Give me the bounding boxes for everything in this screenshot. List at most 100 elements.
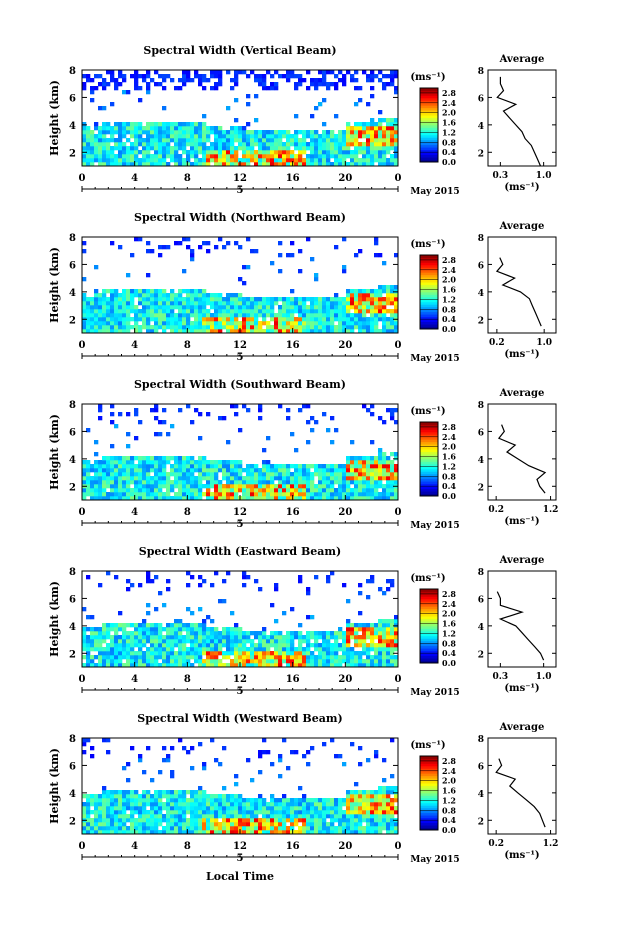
heatmap-cell (198, 126, 203, 131)
heatmap-cell (386, 285, 391, 290)
colorbar-tick-label: 0.8 (442, 638, 456, 648)
heatmap-cell (122, 627, 127, 632)
heatmap-cell (238, 647, 243, 652)
profile-y-tick-label: 6 (478, 595, 484, 605)
heatmap-cell (122, 122, 127, 127)
heatmap-cell (318, 150, 323, 155)
heatmap-cell (354, 325, 359, 330)
heatmap-cell (266, 309, 271, 314)
heatmap-cell (170, 150, 175, 155)
heatmap-cell (266, 86, 271, 91)
colorbar-segment (420, 294, 438, 298)
heatmap-cell (286, 488, 291, 493)
heatmap-cell (386, 814, 391, 819)
heatmap-cell (378, 313, 383, 318)
heatmap-cell (342, 484, 347, 489)
heatmap-cell (382, 591, 387, 596)
heatmap-cell (170, 78, 175, 83)
heatmap-cell (134, 794, 139, 799)
heatmap-cell (182, 297, 187, 302)
heatmap-cell (146, 802, 151, 807)
heatmap-cell (246, 313, 251, 318)
heatmap-cell (102, 623, 107, 628)
heatmap-cell (386, 82, 391, 87)
heatmap-cell (222, 599, 227, 604)
heatmap-cell (218, 329, 223, 334)
heatmap-cell (362, 293, 367, 298)
heatmap-cell (266, 460, 271, 465)
heatmap-cell (90, 158, 95, 163)
heatmap-cell (266, 138, 271, 143)
heatmap-cell (274, 142, 279, 147)
heatmap-cell (222, 643, 227, 648)
heatmap-cell (142, 643, 147, 648)
heatmap-cell (298, 655, 303, 660)
heatmap-cell (342, 818, 347, 823)
heatmap-cell (202, 305, 207, 310)
heatmap-cell (318, 134, 323, 139)
heatmap-cell (250, 496, 255, 501)
heatmap-cell (170, 627, 175, 632)
heatmap-cell (126, 488, 131, 493)
heatmap-cell (138, 639, 143, 644)
heatmap-cell (202, 162, 207, 167)
heatmap-cell (310, 313, 315, 318)
heatmap-cell (286, 162, 291, 167)
heatmap-cell (310, 746, 315, 751)
heatmap-cell (178, 619, 183, 624)
heatmap-cell (278, 635, 283, 640)
heatmap-cell (306, 651, 311, 656)
heatmap-cell (322, 464, 327, 469)
profile-title: Average (499, 54, 545, 65)
heatmap-cell (318, 806, 323, 811)
heatmap-cell (134, 643, 139, 648)
heatmap-cell (258, 802, 263, 807)
heatmap-cell (274, 484, 279, 489)
heatmap-cell (82, 460, 87, 465)
heatmap-cell (82, 158, 87, 163)
heatmap-cell (114, 146, 119, 151)
heatmap-cell (338, 663, 343, 668)
heatmap-cell (134, 468, 139, 473)
heatmap-cell (206, 321, 211, 326)
heatmap-cell (386, 464, 391, 469)
heatmap-cell (338, 814, 343, 819)
heatmap-cell (82, 476, 87, 481)
heatmap-cell (322, 329, 327, 334)
heatmap-cell (138, 74, 143, 79)
heatmap-cell (154, 643, 159, 648)
profile-title: Average (499, 388, 545, 399)
heatmap-cell (102, 484, 107, 489)
heatmap-cell (146, 659, 151, 664)
colorbar-segment (420, 645, 438, 649)
heatmap-cell (138, 325, 143, 330)
heatmap-cell (326, 806, 331, 811)
profile-x-tick-label: 0.2 (489, 338, 505, 348)
heatmap-cell (202, 806, 207, 811)
heatmap-cell (306, 818, 311, 823)
heatmap-cell (330, 571, 335, 576)
heatmap-cell (118, 484, 123, 489)
heatmap-cell (270, 468, 275, 473)
heatmap-cell (270, 134, 275, 139)
heatmap-cell (150, 464, 155, 469)
heatmap-cell (110, 309, 115, 314)
heatmap-cell (294, 488, 299, 493)
heatmap-cell (174, 464, 179, 469)
heatmap-cell (338, 301, 343, 306)
profile-unit-label: (ms⁻¹) (504, 182, 539, 193)
heatmap-cell (266, 651, 271, 656)
heatmap-cell (286, 408, 291, 413)
heatmap-cell (150, 639, 155, 644)
heatmap-cell (82, 468, 87, 473)
heatmap-cell (310, 154, 315, 159)
heatmap-cell (278, 826, 283, 831)
heatmap-cell (202, 154, 207, 159)
heatmap-cell (154, 631, 159, 636)
heatmap-cell (102, 639, 107, 644)
heatmap-cell (118, 655, 123, 660)
heatmap-cell (106, 627, 111, 632)
heatmap-cell (366, 822, 371, 827)
heatmap-cell (194, 818, 199, 823)
x-tick-label: 4 (131, 841, 138, 852)
